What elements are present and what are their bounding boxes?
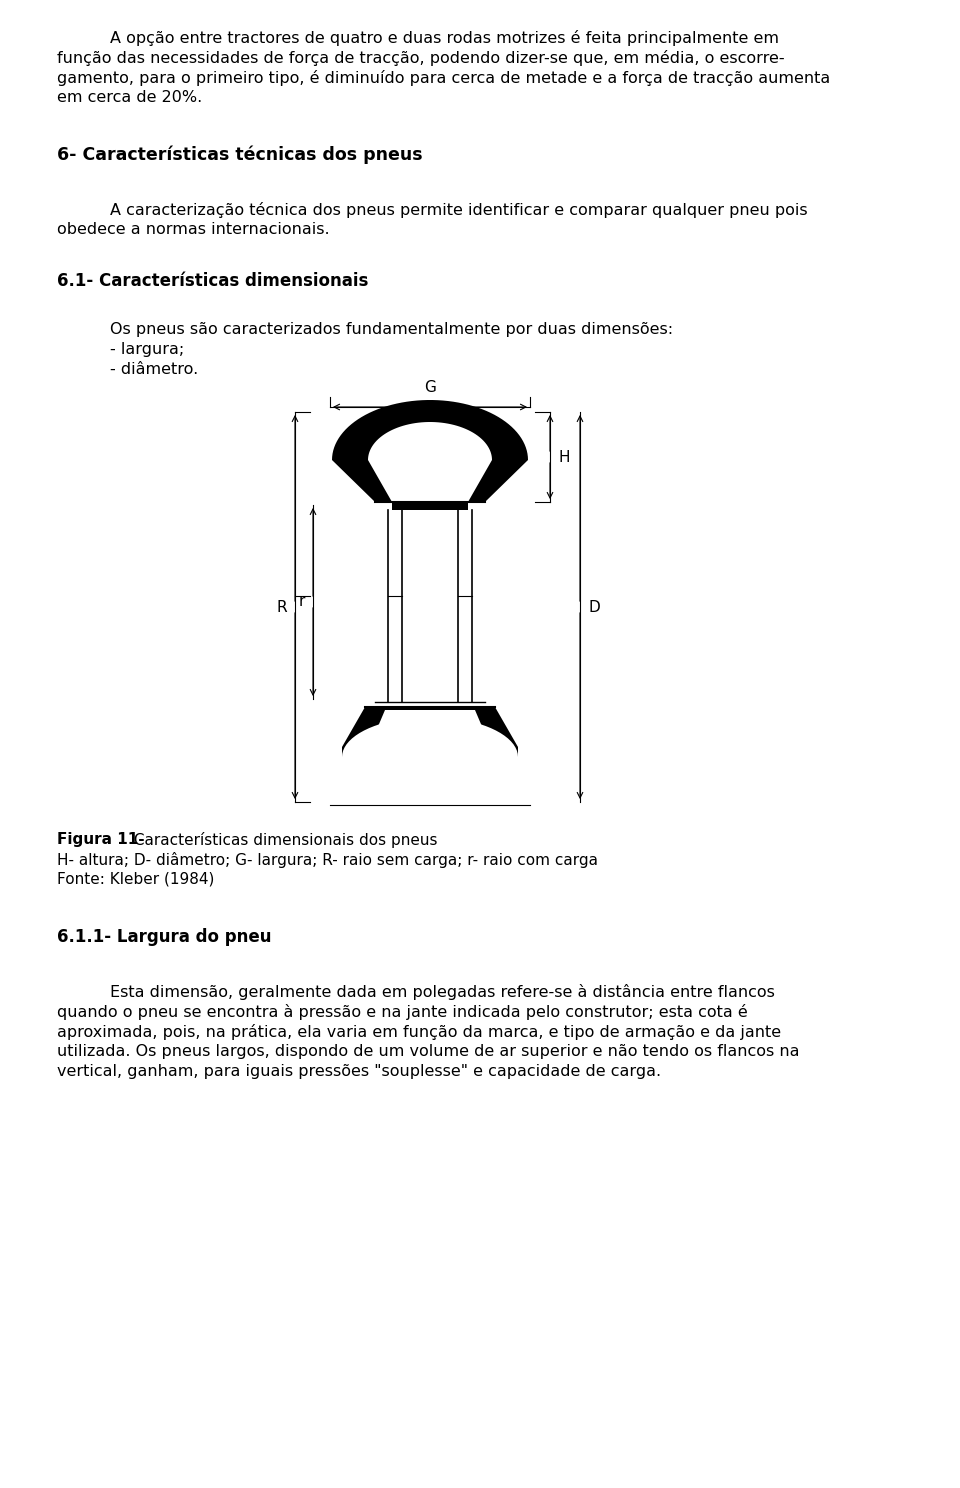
Text: Esta dimensão, geralmente dada em polegadas refere-se à distância entre flancos: Esta dimensão, geralmente dada em polega… (110, 984, 775, 1000)
Text: quando o pneu se encontra à pressão e na jante indicada pelo construtor; esta co: quando o pneu se encontra à pressão e na… (57, 1004, 748, 1019)
Text: r: r (299, 595, 305, 610)
Text: - diâmetro.: - diâmetro. (110, 362, 199, 376)
Text: em cerca de 20%.: em cerca de 20%. (57, 89, 203, 106)
Polygon shape (368, 710, 492, 757)
Text: obedece a normas internacionais.: obedece a normas internacionais. (57, 222, 329, 237)
Text: utilizada. Os pneus largos, dispondo de um volume de ar superior e não tendo os : utilizada. Os pneus largos, dispondo de … (57, 1045, 800, 1059)
Text: função das necessidades de força de tracção, podendo dizer-se que, em média, o e: função das necessidades de força de trac… (57, 51, 784, 65)
Text: Os pneus são caracterizados fundamentalmente por duas dimensões:: Os pneus são caracterizados fundamentalm… (110, 321, 673, 336)
Text: Figura 11-: Figura 11- (57, 832, 145, 847)
Text: Características dimensionais dos pneus: Características dimensionais dos pneus (129, 832, 438, 848)
Text: 6.1.1- Largura do pneu: 6.1.1- Largura do pneu (57, 929, 272, 946)
Text: A caracterização técnica dos pneus permite identificar e comparar qualquer pneu : A caracterização técnica dos pneus permi… (110, 202, 807, 219)
Text: R: R (276, 600, 287, 615)
Text: gamento, para o primeiro tipo, é diminuído para cerca de metade e a força de tra: gamento, para o primeiro tipo, é diminuí… (57, 70, 830, 86)
Polygon shape (332, 400, 528, 501)
Bar (392, 501, 468, 510)
Text: 6.1- Características dimensionais: 6.1- Características dimensionais (57, 272, 369, 290)
Text: G: G (424, 379, 436, 394)
Text: D: D (588, 600, 600, 615)
Text: vertical, ganham, para iguais pressões "souplesse" e capacidade de carga.: vertical, ganham, para iguais pressões "… (57, 1064, 661, 1079)
Text: - largura;: - largura; (110, 342, 184, 357)
Text: H: H (558, 449, 569, 464)
Text: aproximada, pois, na prática, ela varia em função da marca, e tipo de armação e : aproximada, pois, na prática, ela varia … (57, 1024, 781, 1040)
Text: A opção entre tractores de quatro e duas rodas motrizes é feita principalmente e: A opção entre tractores de quatro e duas… (110, 30, 779, 46)
Text: 6- Características técnicas dos pneus: 6- Características técnicas dos pneus (57, 146, 422, 165)
Text: Fonte: Kleber (1984): Fonte: Kleber (1984) (57, 872, 214, 887)
Text: H- altura; D- diâmetro; G- largura; R- raio sem carga; r- raio com carga: H- altura; D- diâmetro; G- largura; R- r… (57, 853, 598, 868)
Polygon shape (342, 707, 518, 757)
